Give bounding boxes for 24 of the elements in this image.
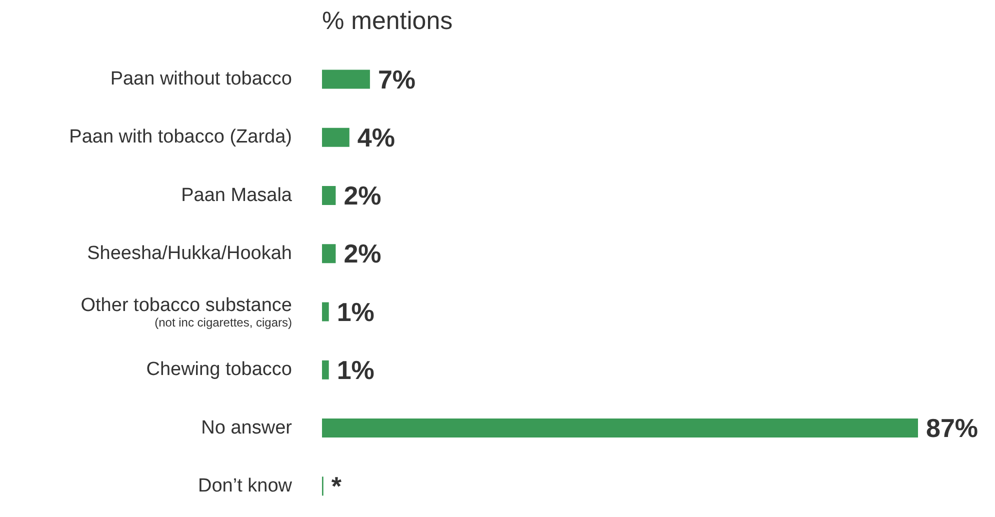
data-label: 2% <box>344 180 382 211</box>
data-label: 4% <box>357 122 395 152</box>
bar <box>322 128 350 147</box>
y-tick-label: Other tobacco substance (not inc cigarettes, cigars) <box>80 295 292 330</box>
bar <box>322 302 329 322</box>
y-tick-label: Paan with tobacco (Zarda) <box>69 126 292 148</box>
y-tick-label: Paan Masala <box>181 184 292 206</box>
bar <box>322 186 336 206</box>
y-tick-label: No answer <box>201 417 293 438</box>
data-label: 1% <box>336 354 374 385</box>
chart-title: % mentions <box>321 7 454 37</box>
data-label: 1% <box>336 296 374 327</box>
y-tick-label: Sheesha/Hukka/Hookah <box>87 242 292 264</box>
data-label: 2% <box>344 238 382 269</box>
bar <box>322 70 370 89</box>
data-label: * <box>331 471 342 502</box>
bar <box>322 360 329 380</box>
bar <box>322 244 336 264</box>
y-tick-label: Paan without tobacco <box>110 68 292 90</box>
data-label: 87% <box>926 413 978 444</box>
y-tick-label: Don’t know <box>198 475 292 496</box>
y-tick-label: Chewing tobacco <box>146 359 292 380</box>
data-label: 7% <box>378 64 416 94</box>
bar <box>322 418 918 438</box>
